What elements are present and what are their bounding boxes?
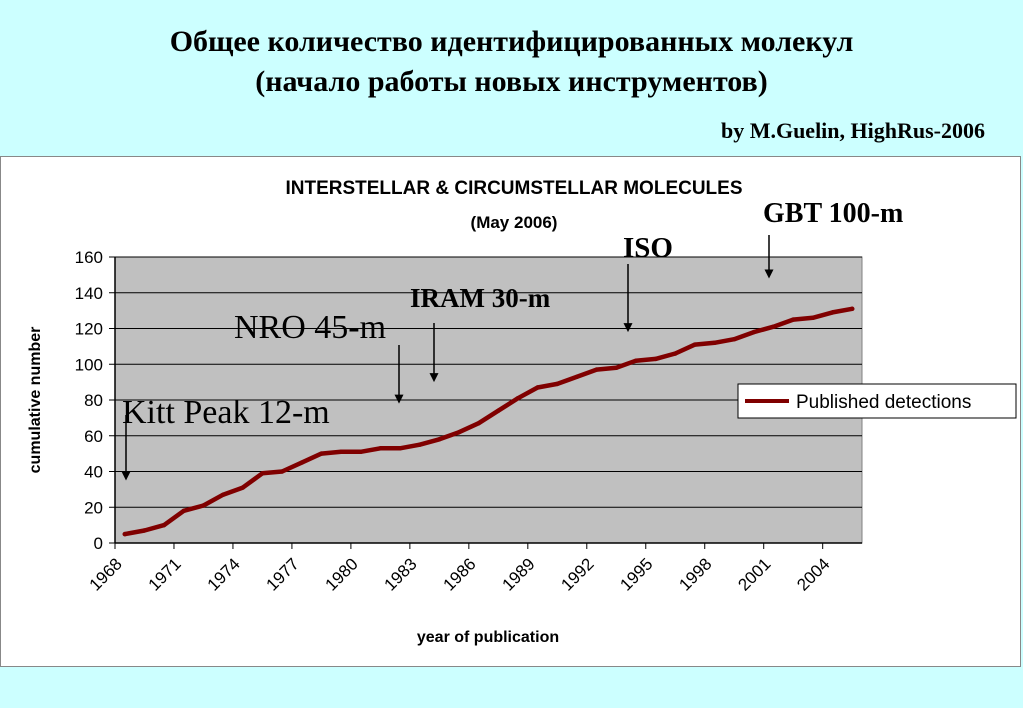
x-tick-label: 1995 [616,554,656,594]
data-point [633,358,639,363]
data-point [790,317,796,322]
y-tick-label: 20 [84,498,103,517]
x-tick-label: 1983 [381,554,421,594]
annotation-arrow-head [121,471,131,481]
x-tick-label: 1989 [498,554,538,594]
annotation-arrow-head [623,323,633,333]
annotation-arrow-head [429,373,439,383]
y-tick-label: 140 [75,284,103,303]
x-tick-label: 1977 [263,554,303,594]
annotation-label: ISO [623,232,673,264]
data-point [574,374,580,379]
data-point [594,367,599,372]
data-point [830,310,835,315]
data-point [555,381,560,387]
x-tick-label: 1986 [439,554,479,594]
y-tick-label: 120 [75,320,103,339]
data-point [692,342,698,347]
data-point [240,485,245,490]
slide-title: Общее количество идентифицированных моле… [0,22,1023,102]
x-tick-label: 1992 [557,554,597,594]
data-point [181,508,187,514]
annotations-layer: Kitt Peak 12-m NRO 45-m IRAM 30-m ISO GBT 10… [121,198,903,481]
data-point [849,306,855,312]
data-point [319,451,324,456]
axes: 0 20 40 60 80 100 120 140 160 1968 1971 1974 1977 198… [75,248,862,595]
data-point [496,408,501,413]
data-point [220,492,226,497]
data-point [299,460,304,465]
legend: Published detections [737,383,1017,419]
y-tick-label: 160 [75,248,103,267]
data-point [397,446,403,451]
series-line-published-detections [122,306,855,537]
x-tick-label: 1971 [145,554,185,594]
x-tick-label: 2004 [793,554,833,594]
y-tick-label: 60 [84,427,103,446]
slide-title-line-1: Общее количество идентифицированных моле… [169,25,854,58]
data-point [771,324,776,329]
chart-canvas: INTERSTELLAR & CIRCUMSTELLAR MOLECULES (… [27,178,1017,646]
data-point [476,421,481,426]
x-tick-label: 1980 [322,554,362,594]
data-point [535,385,540,390]
chart-subtitle: (May 2006) [471,213,558,232]
legend-label: Published detections [796,392,971,413]
data-point [515,396,521,401]
y-tick-label: 40 [84,463,103,482]
data-point [378,446,383,451]
data-point [673,351,678,356]
data-point [338,449,344,455]
data-point [437,437,442,442]
data-point [358,449,363,455]
annotation-arrow-head [394,394,404,404]
data-point [456,429,462,435]
data-point [614,365,619,371]
series-layer [122,306,855,537]
data-point [122,531,128,537]
annotation-label: NRO 45-m [234,309,386,346]
data-point [142,528,147,533]
x-tick-label: 2001 [734,554,774,594]
x-tick-label: 1968 [86,554,126,594]
y-tick-label: 0 [94,534,103,553]
chart-container: INTERSTELLAR & CIRCUMSTELLAR MOLECULES (… [0,156,1021,667]
y-tick-label: 80 [84,391,103,410]
data-point [201,503,206,508]
data-point [732,337,737,342]
data-point [260,471,265,476]
y-axis-label: cumulative number [27,327,44,474]
annotation-arrow-head [764,269,774,279]
x-tick-label: 1998 [675,554,715,594]
chart-title: INTERSTELLAR & CIRCUMSTELLAR MOLECULES [285,178,742,199]
data-point [810,315,816,320]
data-point [712,340,717,345]
data-point [161,522,167,528]
annotation-label: IRAM 30-m [410,283,551,313]
data-point [653,356,658,362]
slide-credit: by M.Guelin, HighRus-2006 [720,118,985,143]
slide-title-line-2: (начало работы новых инструментов) [255,65,768,98]
data-point [279,469,285,474]
data-point [417,442,422,447]
y-tick-label: 100 [75,355,103,374]
annotation-label: GBT 100-m [763,198,903,229]
data-point [751,329,757,335]
x-axis-label: year of publication [417,629,559,646]
annotation-label: Kitt Peak 12-m [122,394,330,431]
x-tick-label: 1974 [204,554,244,594]
